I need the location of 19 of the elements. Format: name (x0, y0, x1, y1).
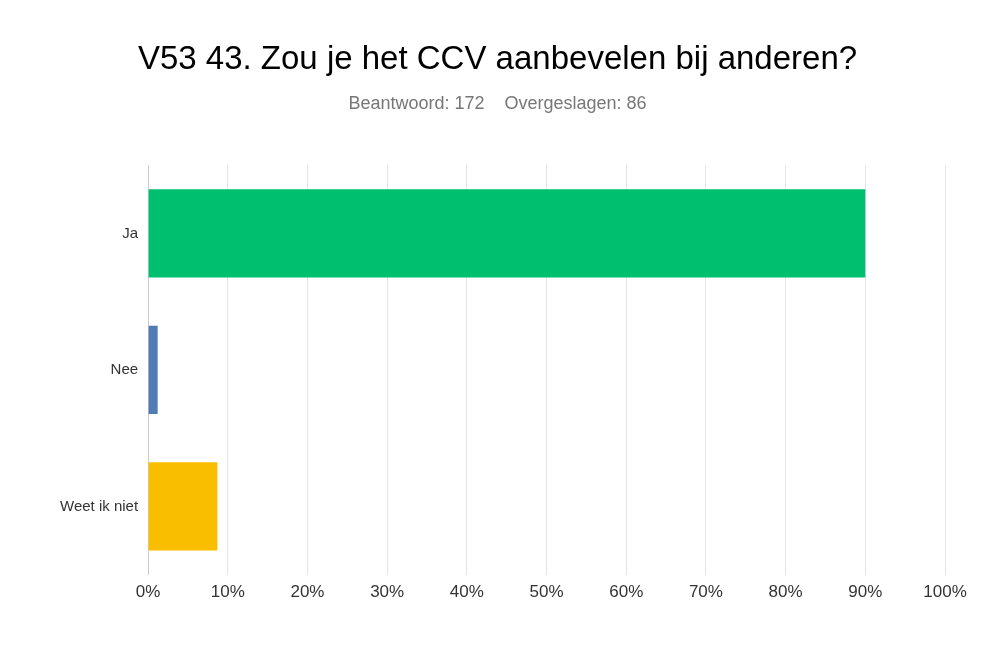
y-tick-label: Weet ik niet (60, 496, 139, 514)
x-tick-label: 80% (768, 582, 803, 602)
chart-subtitle: Beantwoord: 172 Overgeslagen: 86 (348, 93, 647, 114)
x-tick-label: 40% (449, 582, 484, 602)
x-tick-label: 10% (210, 582, 245, 602)
x-tick-label: 90% (848, 582, 883, 602)
x-tick-label: 0% (135, 582, 161, 602)
bar (148, 462, 218, 551)
x-tick-label: 50% (529, 582, 564, 602)
x-tick-label: 70% (688, 582, 723, 602)
x-tick-label: 100% (923, 582, 967, 602)
x-tick-label: 60% (609, 582, 644, 602)
bar (148, 325, 158, 415)
y-tick-label: Ja (122, 223, 139, 241)
x-tick-label: 20% (290, 582, 325, 602)
y-tick-label: Nee (110, 360, 139, 378)
x-tick-label: 30% (370, 582, 405, 602)
chart-title: V53 43. Zou je het CCV aanbevelen bij anderen? (137, 38, 858, 76)
bar (148, 189, 866, 278)
